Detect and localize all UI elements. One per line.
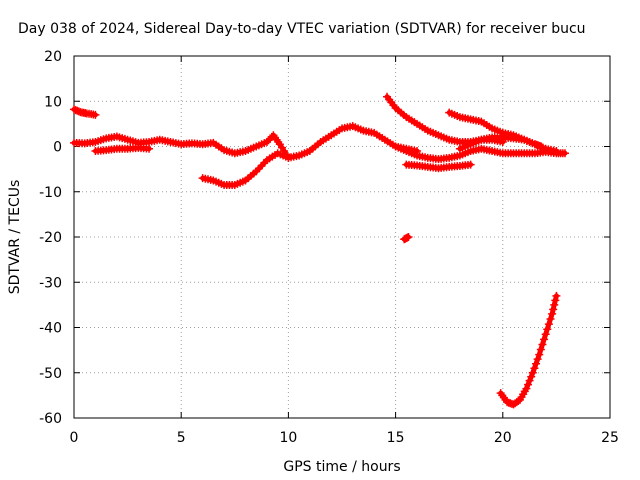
data-point: [549, 305, 558, 314]
x-tick-label: 10: [279, 430, 297, 446]
chart-title: Day 038 of 2024, Sidereal Day-to-day VTE…: [18, 21, 586, 37]
series-arc-10: [400, 233, 413, 244]
data-point: [527, 372, 536, 381]
data-series: [70, 92, 569, 409]
data-point: [548, 309, 557, 318]
data-point: [466, 160, 475, 169]
series-arc-2: [70, 122, 422, 162]
series-arc-3: [91, 143, 154, 156]
axis-ticks: 0 5 10 15 20 25 -60 -50 -40 -30 -20 -10 0 10 20: [39, 49, 619, 446]
data-point: [550, 300, 559, 309]
data-point: [560, 149, 569, 158]
grid: [74, 56, 610, 418]
y-tick-label: -20: [39, 230, 62, 246]
data-point: [536, 345, 545, 354]
data-point: [552, 147, 561, 156]
data-point: [522, 384, 531, 393]
data-point: [145, 144, 154, 153]
series-arc-11: [496, 291, 561, 409]
series-line: [384, 94, 506, 145]
data-point: [546, 315, 555, 324]
x-tick-label: 25: [601, 430, 619, 446]
data-point: [551, 296, 560, 305]
series-arc-7: [402, 160, 475, 173]
x-tick-label: 0: [70, 430, 79, 446]
data-point: [533, 355, 542, 364]
data-point: [541, 330, 550, 339]
data-point: [535, 350, 544, 359]
data-point: [544, 320, 553, 329]
y-tick-label: -40: [39, 321, 62, 337]
data-point: [525, 376, 534, 385]
y-tick-label: 10: [44, 94, 62, 110]
data-point: [404, 233, 413, 241]
x-axis-title: GPS time / hours: [283, 459, 400, 475]
y-tick-label: 20: [44, 49, 62, 65]
data-point: [530, 364, 539, 373]
x-tick-label: 15: [387, 430, 405, 446]
series-arc-4: [198, 149, 293, 189]
data-point: [538, 340, 547, 349]
data-point: [523, 380, 532, 389]
y-tick-label: -10: [39, 185, 62, 201]
y-axis-title: SDTVAR / TECUs: [7, 180, 23, 295]
series-arc-6: [391, 142, 569, 164]
data-point: [552, 291, 561, 300]
y-tick-label: -50: [39, 366, 62, 382]
data-point: [532, 359, 541, 368]
y-tick-label: -60: [39, 411, 62, 427]
data-point: [284, 153, 293, 162]
series-arc-1: [70, 105, 100, 119]
x-tick-label: 20: [494, 430, 512, 446]
series-arc-9: [455, 133, 561, 156]
data-point: [543, 325, 552, 334]
data-point: [528, 368, 537, 377]
data-point: [540, 335, 549, 344]
x-tick-label: 5: [177, 430, 186, 446]
y-tick-label: -30: [39, 275, 62, 291]
data-point: [91, 110, 100, 119]
y-tick-label: 0: [53, 140, 62, 156]
